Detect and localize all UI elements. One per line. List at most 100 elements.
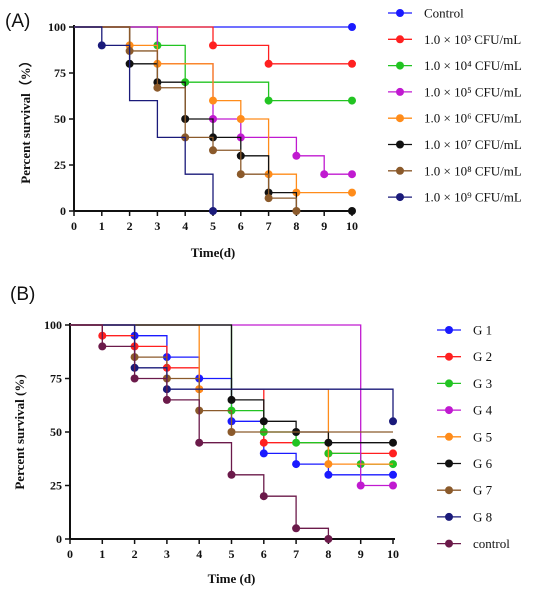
data-point (389, 470, 397, 479)
data-point (195, 438, 204, 447)
data-point (209, 207, 217, 215)
data-point (324, 438, 333, 447)
legend-label: G 1 (473, 323, 492, 338)
data-point (259, 449, 268, 458)
data-point (264, 59, 273, 68)
legend-marker (396, 193, 404, 202)
data-point (292, 524, 301, 533)
x-tick-label: 3 (154, 219, 160, 233)
x-tick-label: 7 (266, 219, 272, 233)
panel-label: (B) (10, 284, 35, 305)
y-tick-label: 0 (60, 204, 66, 218)
legend-marker (445, 326, 453, 334)
data-point (348, 59, 356, 68)
legend-label: 1.0 × 10⁴ CFU/mL (424, 58, 522, 73)
panel-label: (A) (5, 11, 30, 32)
x-tick-label: 0 (71, 219, 77, 233)
data-point (389, 417, 397, 426)
data-point (227, 470, 236, 479)
x-tick-label: 10 (346, 219, 358, 233)
panel-a: (A)0 1 2 3 4 5 6 7 8 9 100255075100Time(d)Percent … (5, 6, 522, 261)
data-point (259, 417, 268, 426)
x-tick-label: 5 (229, 547, 235, 561)
data-point (227, 395, 236, 404)
x-axis-label: Time (d) (208, 571, 256, 586)
y-axis-label: Percent survival（%） (18, 54, 33, 183)
legend-marker (445, 432, 453, 441)
x-tick-label: 9 (321, 219, 327, 233)
x-tick-label: 8 (293, 219, 299, 233)
x-tick-label: 8 (325, 547, 331, 561)
data-point (98, 342, 107, 351)
data-point (324, 470, 333, 479)
series-line (74, 26, 352, 65)
data-point (348, 23, 356, 31)
data-point (348, 188, 356, 197)
data-point (227, 428, 236, 436)
legend-marker (445, 379, 453, 388)
y-tick-label: 100 (48, 20, 66, 34)
x-tick-label: 6 (261, 547, 267, 561)
data-point (236, 170, 245, 179)
legend-marker (396, 87, 404, 96)
legend-marker (396, 9, 404, 17)
y-tick-label: 50 (50, 425, 62, 439)
legend-marker (396, 166, 404, 175)
series-line (70, 324, 393, 444)
x-tick-label: 0 (67, 547, 73, 561)
x-tick-label: 9 (358, 547, 364, 561)
data-point (292, 460, 301, 469)
data-point (292, 151, 301, 160)
data-point (209, 96, 217, 105)
data-point (209, 146, 217, 155)
x-tick-label: 3 (164, 547, 170, 561)
legend-label: 1.0 × 10⁵ CFU/mL (424, 84, 522, 99)
series-line (74, 26, 298, 211)
data-point (292, 207, 301, 215)
data-point (324, 460, 333, 469)
x-tick-label: 10 (387, 547, 399, 561)
legend-label: 1.0 × 10⁶ CFU/mL (424, 111, 522, 126)
data-point (264, 96, 273, 105)
legend-label: G 6 (473, 456, 493, 471)
data-point (153, 83, 162, 92)
x-axis-label: Time(d) (191, 245, 236, 260)
data-point (389, 449, 397, 458)
legend-label: 1.0 × 10⁷ CFU/mL (424, 137, 522, 152)
data-point (320, 170, 329, 179)
x-tick-label: 1 (99, 547, 105, 561)
y-tick-label: 75 (50, 372, 62, 386)
legend-label: control (473, 536, 510, 551)
x-tick-label: 4 (196, 547, 202, 561)
data-point (162, 395, 171, 404)
legend-marker (445, 352, 453, 361)
data-point (259, 492, 268, 501)
y-axis-label: Percent survival (%) (12, 374, 27, 489)
legend-marker (445, 512, 453, 521)
legend-label: G 2 (473, 349, 492, 364)
legend-marker (445, 486, 453, 495)
legend-marker (396, 35, 404, 44)
data-point (130, 374, 139, 383)
x-tick-label: 5 (210, 219, 216, 233)
y-tick-label: 25 (50, 479, 62, 493)
legend-marker (396, 140, 404, 149)
data-point (348, 207, 356, 215)
data-point (209, 41, 217, 50)
y-tick-label: 0 (56, 532, 62, 546)
legend-marker (396, 61, 404, 70)
x-tick-label: 1 (99, 219, 105, 233)
data-point (236, 115, 245, 123)
y-tick-label: 50 (54, 112, 66, 126)
data-point (259, 438, 268, 447)
y-tick-label: 25 (54, 158, 66, 172)
data-point (348, 170, 356, 179)
legend-marker (445, 539, 453, 548)
legend-label: G 7 (473, 483, 493, 498)
y-tick-label: 75 (54, 66, 66, 80)
series-line (70, 324, 394, 422)
legend-label: 1.0 × 10³ CFU/mL (424, 32, 521, 47)
series-line (74, 26, 352, 194)
